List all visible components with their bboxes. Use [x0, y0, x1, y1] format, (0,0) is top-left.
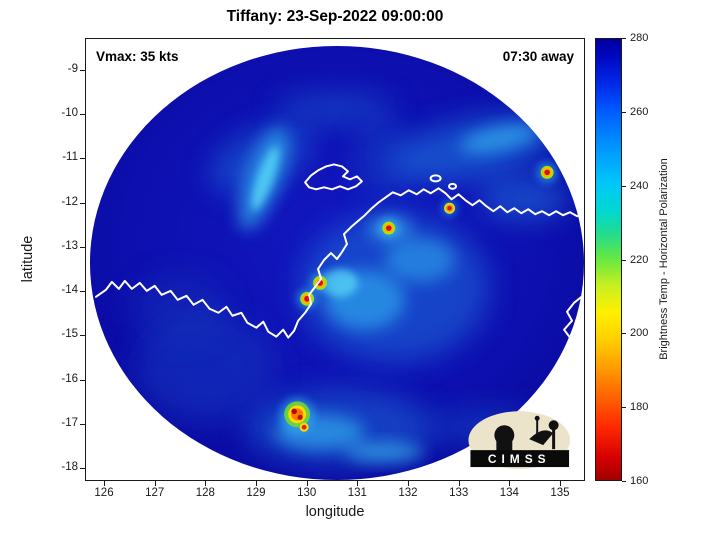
y-tick-label: -14	[61, 284, 78, 297]
colorbar-tick-mark	[622, 407, 626, 409]
y-tick-label: -16	[61, 372, 78, 385]
antenna-tower-icon	[552, 427, 556, 450]
colorbar	[595, 38, 622, 481]
colorbar-tick-mark	[622, 259, 626, 261]
vmax-annotation: Vmax: 35 kts	[96, 49, 179, 64]
y-tick-mark	[80, 246, 85, 248]
x-tick-label: 131	[347, 487, 367, 499]
y-tick-mark	[80, 158, 85, 160]
colorbar-tick-label: 240	[630, 179, 649, 192]
convection-hotspot-cluster	[279, 397, 316, 434]
y-tick-label: -15	[61, 328, 78, 341]
colorbar-tick-mark	[622, 481, 626, 482]
x-tick-mark	[407, 481, 409, 486]
y-tick-label: -10	[61, 107, 78, 120]
y-tick-mark	[80, 291, 85, 293]
y-tick-mark	[80, 202, 85, 204]
x-tick-mark	[205, 481, 207, 486]
x-tick-label: 128	[195, 487, 215, 499]
x-tick-label: 129	[246, 487, 266, 499]
coastline-gulf	[563, 293, 584, 339]
eta-annotation: 07:30 away	[502, 49, 574, 64]
colorbar-tick-mark	[622, 38, 626, 39]
y-tick-mark	[80, 70, 85, 71]
x-tick-mark	[255, 481, 257, 486]
convection-hotspot	[378, 218, 399, 239]
x-tick-mark	[306, 481, 308, 486]
y-axis-label: latitude	[20, 235, 36, 283]
coastline-tiwi-islands	[304, 163, 363, 191]
x-tick-label: 133	[449, 487, 469, 499]
plot-area: CIMSS Vmax: 35 kts 07:30 away	[85, 38, 585, 481]
convection-hotspot	[536, 161, 559, 184]
x-tick-label: 135	[550, 487, 570, 499]
cimss-logo: CIMSS	[468, 411, 571, 470]
colorbar-label: Brightness Temp - Horizontal Polarizatio…	[658, 158, 670, 360]
colorbar-tick-label: 260	[630, 105, 649, 118]
x-tick-mark	[357, 481, 359, 486]
y-tick-label: -18	[61, 460, 78, 473]
colorbar-tick-label: 280	[630, 32, 649, 44]
y-tick-mark	[80, 114, 85, 116]
colorbar-tick-label: 220	[630, 253, 649, 266]
colorbar-tick-mark	[622, 111, 626, 113]
y-tick-mark	[80, 423, 85, 425]
x-tick-mark	[154, 481, 156, 486]
y-tick-mark	[80, 335, 85, 337]
x-axis-label: longitude	[305, 504, 365, 520]
coastline-mainland	[94, 187, 584, 339]
brightness-temp-map: CIMSS	[89, 45, 584, 480]
y-tick-label: -11	[62, 151, 78, 164]
y-tick-mark	[80, 379, 85, 381]
x-tick-mark	[559, 481, 561, 486]
x-tick-label: 130	[297, 487, 317, 499]
x-tick-label: 127	[145, 487, 165, 499]
y-tick-label: -17	[61, 416, 78, 429]
coastline-island	[448, 182, 458, 190]
x-tick-label: 126	[94, 487, 114, 499]
colorbar-tick-label: 200	[630, 327, 649, 340]
colorbar-tick-mark	[622, 333, 626, 335]
page-title: Tiffany: 23-Sep-2022 09:00:00	[226, 8, 444, 25]
convection-hotspot	[297, 288, 318, 309]
x-tick-mark	[458, 481, 460, 486]
coastline-island	[429, 174, 442, 183]
cimss-logo-text: CIMSS	[488, 452, 551, 466]
x-tick-label: 132	[398, 487, 418, 499]
convection-hotspot	[441, 200, 458, 217]
satellite-dish-icon	[529, 430, 554, 446]
colorbar-tick-label: 180	[630, 401, 649, 414]
colorbar-tick-label: 160	[630, 475, 649, 487]
colorbar-tick-mark	[622, 185, 626, 187]
y-tick-mark	[80, 467, 85, 469]
y-tick-label: -12	[61, 195, 78, 208]
y-tick-label: -13	[61, 239, 78, 252]
x-tick-mark	[509, 481, 511, 486]
coastline	[94, 163, 584, 339]
y-tick-label: -9	[67, 63, 78, 75]
convection-hotspots	[279, 161, 559, 434]
x-tick-label: 134	[499, 487, 519, 499]
x-tick-mark	[104, 481, 105, 486]
